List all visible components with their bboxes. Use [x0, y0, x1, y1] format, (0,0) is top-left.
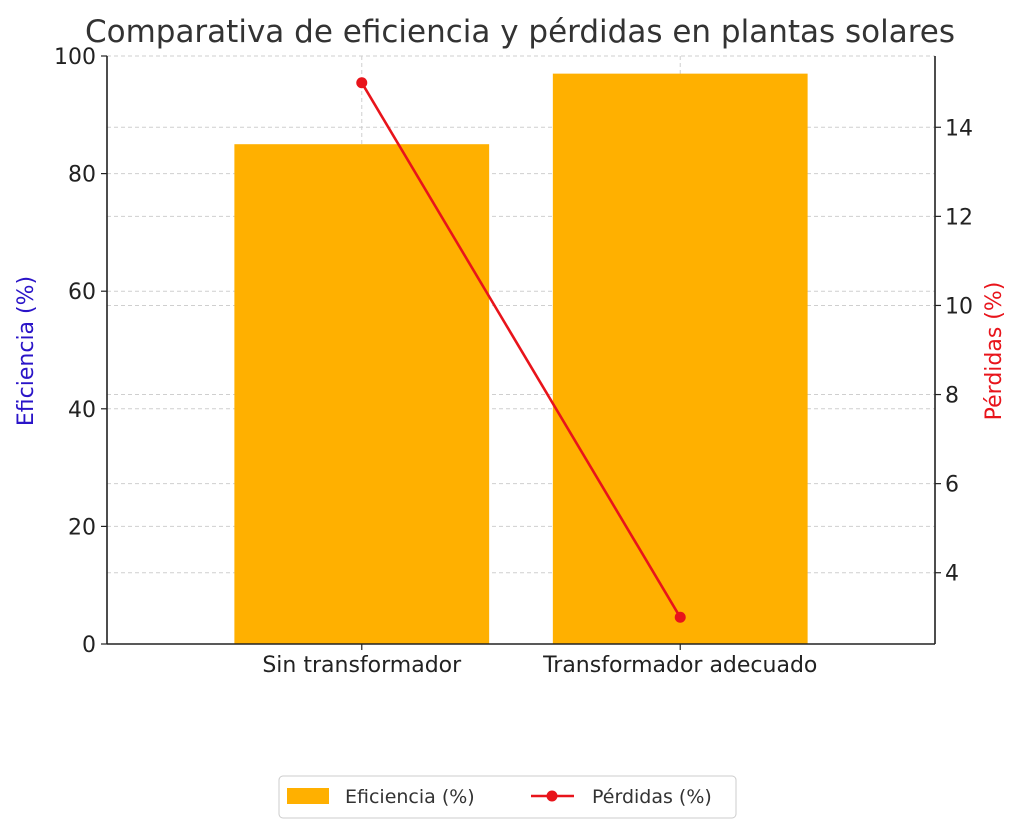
- y-right-tick-label: 12: [945, 205, 973, 230]
- legend-label-eficiencia: Eficiencia (%): [345, 786, 475, 808]
- tick-labels: 0 20 40 60 80 100 4 6 8 10 12 14 Sin transformador Tr…: [54, 45, 973, 678]
- bar: [234, 144, 490, 644]
- y-right-tick-label: 8: [945, 384, 959, 409]
- y-right-tick-label: 10: [945, 294, 973, 319]
- legend-swatch-eficiencia: [287, 788, 329, 804]
- line-series: [356, 77, 686, 623]
- y-left-tick-label: 80: [68, 163, 96, 188]
- chart-title: Comparativa de eficiencia y pérdidas en …: [85, 14, 955, 50]
- y-left-tick-label: 60: [68, 280, 96, 305]
- point-perdidas: [674, 611, 686, 623]
- bar: [552, 73, 808, 644]
- legend-swatch-perdidas-marker: [546, 790, 558, 802]
- y-left-tick-label: 40: [68, 398, 96, 423]
- x-tick-label: Transformador adecuado: [542, 653, 817, 678]
- y-left-tick-label: 20: [68, 515, 96, 540]
- y-left-tick-label: 100: [54, 45, 96, 70]
- y-left-tick-label: 0: [82, 633, 96, 658]
- legend: Eficiencia (%) Pérdidas (%): [278, 775, 737, 819]
- y-right-tick-label: 4: [945, 562, 959, 587]
- series-line-perdidas: [360, 82, 682, 618]
- y-right-tick-label: 6: [945, 473, 959, 498]
- y-axis-left-label: Eficiencia (%): [14, 276, 39, 426]
- bar-series: [234, 73, 808, 644]
- legend-frame: [278, 775, 737, 819]
- x-tick-label: Sin transformador: [262, 653, 462, 678]
- axes: [106, 56, 936, 645]
- legend-label-perdidas: Pérdidas (%): [592, 786, 712, 808]
- y-right-tick-label: 14: [945, 116, 973, 141]
- y-axis-right-label: Pérdidas (%): [982, 282, 1007, 421]
- point-perdidas: [356, 77, 368, 89]
